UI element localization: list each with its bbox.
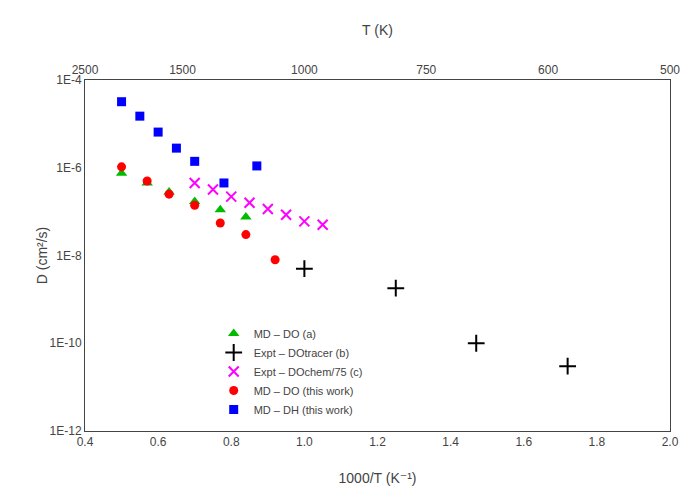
svg-text:1000/T (K⁻¹): 1000/T (K⁻¹) [339,470,417,486]
svg-text:1E-12: 1E-12 [50,424,82,438]
svg-text:1.6: 1.6 [515,435,532,449]
svg-text:1.2: 1.2 [369,435,386,449]
svg-text:0.8: 0.8 [223,435,240,449]
svg-text:1.8: 1.8 [589,435,606,449]
svg-text:Expt – DOtracer (b): Expt – DOtracer (b) [254,347,349,359]
svg-text:1.0: 1.0 [296,435,313,449]
svg-text:1500: 1500 [169,63,196,77]
svg-text:2.0: 2.0 [662,435,679,449]
svg-text:1E-8: 1E-8 [56,249,82,263]
svg-text:1E-6: 1E-6 [56,161,82,175]
svg-text:Expt – DOchem/75 (c): Expt – DOchem/75 (c) [254,366,363,378]
svg-text:500: 500 [660,63,680,77]
svg-text:750: 750 [416,63,436,77]
svg-text:MD – DH (this work): MD – DH (this work) [254,404,353,416]
svg-text:1E-4: 1E-4 [56,73,82,87]
svg-text:D (cm²/s): D (cm²/s) [34,227,50,285]
svg-text:MD – DO (a): MD – DO (a) [254,328,316,340]
svg-text:2500: 2500 [72,63,99,77]
svg-text:1000: 1000 [291,63,318,77]
svg-text:T (K): T (K) [362,22,393,38]
svg-text:MD – DO (this work): MD – DO (this work) [254,385,354,397]
svg-text:1E-10: 1E-10 [50,336,82,350]
svg-text:0.4: 0.4 [77,435,94,449]
svg-text:0.6: 0.6 [150,435,167,449]
svg-text:1.4: 1.4 [442,435,459,449]
svg-text:600: 600 [538,63,558,77]
